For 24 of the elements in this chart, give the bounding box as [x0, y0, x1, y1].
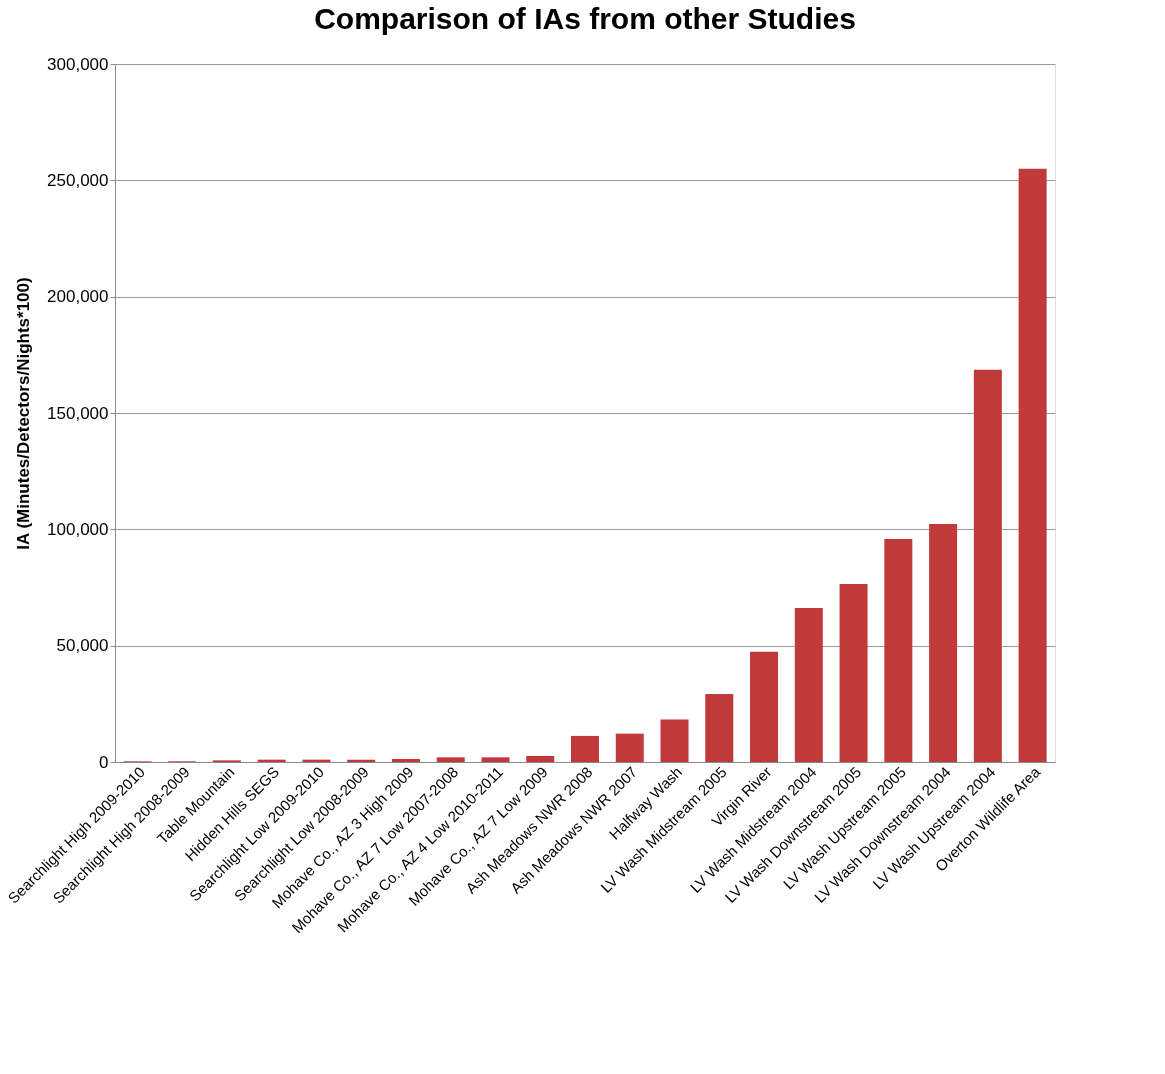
bar: [481, 757, 510, 762]
bar: [929, 523, 958, 762]
y-axis-title: IA (Minutes/Detectors/Nights*100): [14, 277, 34, 550]
y-tick-label: 150,000: [47, 403, 109, 423]
bar: [391, 758, 420, 762]
y-tick-label: 250,000: [47, 170, 109, 190]
bar: [794, 607, 823, 762]
y-tick-label: 100,000: [47, 519, 109, 539]
bar: [526, 755, 555, 762]
bar: [884, 539, 913, 762]
bar: [660, 719, 689, 762]
bar: [571, 735, 599, 762]
bar: [973, 369, 1002, 762]
bar: [436, 757, 465, 762]
bar: [615, 733, 644, 762]
y-tick-label: 300,000: [47, 54, 109, 74]
bar: [839, 584, 868, 762]
y-tick-label: 0: [99, 752, 109, 772]
bar: [750, 651, 779, 762]
chart-title: Comparison of IAs from other Studies: [314, 2, 856, 35]
y-tick-label: 50,000: [56, 636, 109, 656]
bar: [705, 694, 734, 762]
bar: [1018, 168, 1047, 762]
y-tick-label: 200,000: [47, 287, 109, 307]
